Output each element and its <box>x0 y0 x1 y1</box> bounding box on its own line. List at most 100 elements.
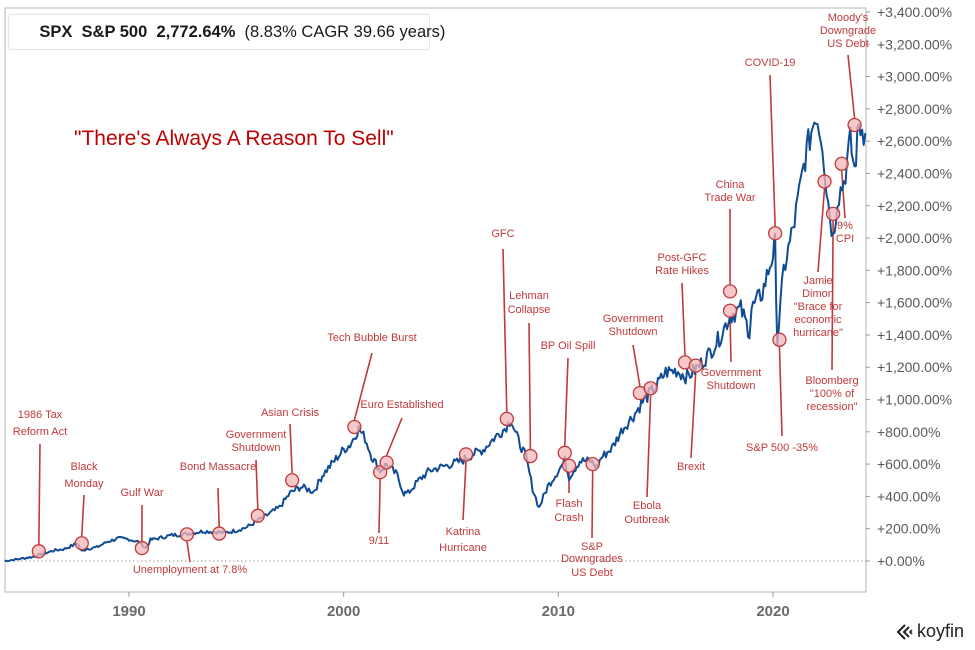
x-tick-label: 2010 <box>542 603 575 620</box>
annotation-label-line: Ebola <box>633 500 662 512</box>
y-tick-label: +3,000.00% <box>877 69 952 85</box>
annotation-label: Brexit <box>677 461 705 473</box>
annotation-label-line: Government <box>603 313 664 325</box>
annotation-label-line: Lehman <box>509 290 549 302</box>
annotation-label: S&P 500 -35% <box>746 442 818 454</box>
annotation-label-line: Brexit <box>677 461 705 473</box>
annotation-label-line: Rate Hikes <box>655 265 709 277</box>
event-marker <box>722 284 738 299</box>
annotation-label-line: CPI <box>836 233 854 245</box>
annotation-label-line: Flash <box>556 498 583 510</box>
legend-ticker: SPX <box>39 22 73 41</box>
annotation-label-line: "Brace for <box>794 301 843 313</box>
event-marker <box>74 536 89 551</box>
annotation-leader-line <box>778 346 783 437</box>
annotation-label-line: recession" <box>807 401 858 413</box>
annotation-label-line: Post-GFC <box>658 252 707 264</box>
annotation-label: COVID-19 <box>745 57 796 69</box>
event-marker <box>834 156 849 171</box>
annotation-label-line: Downgrade <box>820 25 876 37</box>
y-tick-label: +3,200.00% <box>877 36 952 52</box>
annotation-label: GFC <box>491 228 514 240</box>
annotation-label-line: US Debt <box>571 567 613 579</box>
y-tick-label: +2,600.00% <box>877 133 952 149</box>
annotation-label-line: Katrina <box>446 526 482 538</box>
annotation-leader-line <box>289 423 293 474</box>
event-marker <box>379 455 394 470</box>
y-tick-label: +1,400.00% <box>877 327 952 343</box>
annotation-label-line: Government <box>226 429 287 441</box>
y-tick-label: +2,400.00% <box>877 165 952 181</box>
event-marker <box>557 445 572 460</box>
annotation-label-line: Hurricane <box>439 542 487 554</box>
koyfin-logo-icon <box>896 623 913 640</box>
annotation-label-line: Bloomberg <box>805 375 858 387</box>
annotation-label-line: hurricane" <box>793 327 843 339</box>
annotation-leader-line <box>831 220 834 371</box>
event-marker <box>373 465 388 480</box>
annotation-label: Flash Crash <box>554 498 583 524</box>
annotation-label-line: COVID-19 <box>745 57 796 69</box>
annotation-leader-line <box>563 357 569 446</box>
legend-total-return: 2,772.64% <box>156 22 236 41</box>
annotation-label: 9%CPI <box>836 220 854 245</box>
annotation-label: Bond Massacre <box>180 461 256 473</box>
event-marker <box>284 473 300 488</box>
event-marker <box>767 226 783 241</box>
annotation-label-line: US Debt <box>827 38 869 50</box>
annotation-leader-line <box>38 443 41 545</box>
annotation-leader-line <box>462 461 467 521</box>
annotation-leader-line <box>353 352 373 421</box>
annotation-label-line: Euro Established <box>360 399 443 411</box>
annotation-label: Euro Established <box>360 399 443 411</box>
plot-frame <box>4 7 867 593</box>
annotation-label-line: 1986 Tax <box>18 409 63 421</box>
annotation-label: BP Oil Spill <box>541 340 596 352</box>
series-legend[interactable]: SPX S&P 500 2,772.64% (8.83% CAGR 39.66 … <box>8 14 445 50</box>
annotation-label-line: Tech Bubble Burst <box>327 332 416 344</box>
annotation-label-line: Black <box>71 461 98 473</box>
event-marker <box>817 174 832 189</box>
y-tick-label: +200.00% <box>877 521 940 537</box>
annotation-leader-line <box>729 317 732 363</box>
event-marker <box>825 206 841 221</box>
annotation-leader-line <box>769 74 776 227</box>
annotation-leader-line <box>528 322 532 450</box>
annotation-label-line: Crash <box>554 512 583 524</box>
annotation-label-line: China <box>716 179 746 191</box>
annotation-leader-line <box>217 487 220 527</box>
x-tick-label: 2020 <box>756 603 789 620</box>
annotation-leader-line <box>646 395 652 498</box>
annotation-leader-line <box>681 282 686 356</box>
y-tick-label: +400.00% <box>877 488 940 504</box>
y-tick-label: +600.00% <box>877 456 940 472</box>
event-marker <box>458 447 474 462</box>
annotation-label-line: Gulf War <box>121 487 164 499</box>
chart-headline: "There's Always A Reason To Sell" <box>74 127 394 150</box>
annotation-label-line: Downgrades <box>561 553 623 565</box>
annotation-label-line: Government <box>701 367 762 379</box>
annotation-label-line: 9% <box>837 220 853 232</box>
annotation-leader-line <box>255 459 259 509</box>
annotation-label: 9/11 <box>369 535 390 547</box>
annotation-leader-line <box>378 479 381 534</box>
event-marker <box>31 544 46 559</box>
koyfin-logo: koyfin <box>896 621 964 642</box>
annotation-label-line: S&P 500 -35% <box>746 442 818 454</box>
annotation-label-line: 9/11 <box>369 535 390 547</box>
annotation-label: Unemployment at 7.8% <box>133 564 248 576</box>
annotation-label: Asian Crisis <box>261 407 320 419</box>
event-marker <box>722 303 738 318</box>
annotation-label-line: Collapse <box>508 304 551 316</box>
y-tick-label: +1,000.00% <box>877 392 952 408</box>
annotation-label: Katrina Hurricane <box>439 526 487 554</box>
event-marker <box>347 419 362 435</box>
y-tick-label: +2,000.00% <box>877 230 952 246</box>
event-marker <box>847 117 862 133</box>
